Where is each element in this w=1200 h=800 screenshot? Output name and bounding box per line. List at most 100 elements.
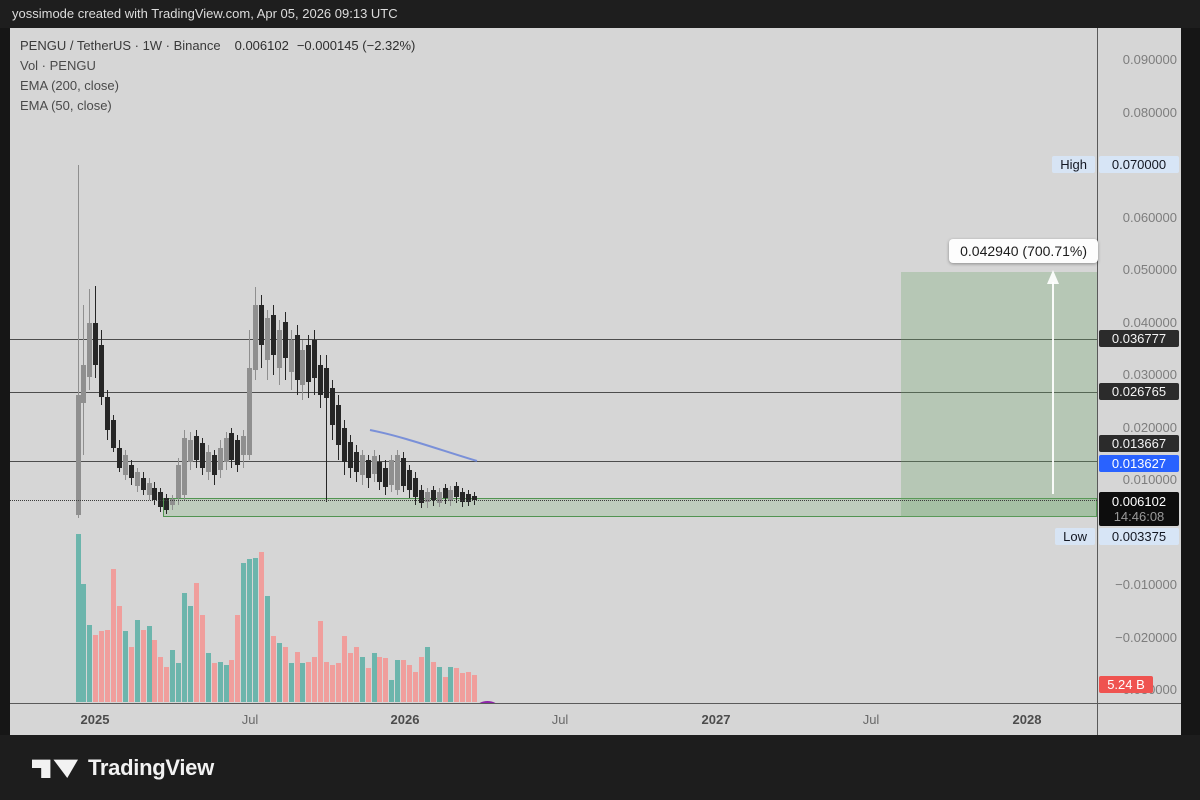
volume-bar <box>436 666 442 702</box>
candle-body <box>152 487 158 500</box>
price-tick-label: 0.010000 <box>1122 472 1177 487</box>
volume-bar <box>205 653 211 702</box>
candle-body <box>442 487 448 498</box>
candle-body <box>164 498 170 510</box>
candle-body <box>407 470 413 490</box>
volume-bar <box>365 668 371 702</box>
volume-indicator-row: Vol · PENGU <box>20 58 96 73</box>
price-tick-label: −0.020000 <box>1115 629 1177 645</box>
candle-body <box>182 438 188 495</box>
price-badge-blue: 0.013627 <box>1099 455 1179 472</box>
candle-wick <box>77 165 79 518</box>
candle-body <box>353 452 359 473</box>
candle-body <box>146 482 152 495</box>
volume-bar <box>75 534 81 702</box>
volume-bar <box>383 658 389 702</box>
price-tick-label: −0.010000 <box>1115 577 1177 592</box>
volume-bar <box>448 666 454 702</box>
volume-bar <box>93 634 99 702</box>
volume-bar <box>341 636 347 702</box>
volume-bar <box>371 653 377 702</box>
current-price-badge-value: 0.006102 <box>1111 494 1167 509</box>
candle-body <box>176 464 182 498</box>
volume-bar <box>193 582 199 702</box>
candle-body <box>140 478 146 490</box>
symbol-row: PENGU / TetherUS · 1W · Binance 0.006102−… <box>20 38 415 53</box>
price-tick-label: 0.020000 <box>1122 419 1177 435</box>
volume-bar <box>395 660 401 702</box>
candle-body <box>99 345 105 397</box>
volume-bar <box>217 661 223 702</box>
price-badge-red: 5.24 B <box>1099 676 1153 693</box>
candle-body <box>365 459 371 478</box>
price-tick-label: 0.030000 <box>1122 367 1177 382</box>
chart-pane[interactable]: PENGU / TetherUS · 1W · Binance 0.006102−… <box>10 28 1097 703</box>
price-tick-label: 0.080000 <box>1122 104 1177 120</box>
price-tick-label: 0.050000 <box>1122 262 1177 277</box>
price-tick-label: 0.040000 <box>1122 314 1177 330</box>
candle-body <box>306 345 312 382</box>
volume-bar <box>235 614 241 702</box>
current-price-line <box>10 500 1097 502</box>
candle-body <box>460 492 466 502</box>
candle-body <box>111 419 117 448</box>
volume-bar <box>164 666 170 702</box>
price-axis[interactable]: 0.090000 0.080000 0.070000 0.060000 0.050000… <box>1097 28 1181 703</box>
candle-body <box>116 447 122 468</box>
volume-bar <box>460 673 466 702</box>
volume-bar <box>182 592 188 702</box>
candle-body <box>389 459 395 485</box>
volume-bar <box>347 653 353 702</box>
time-tick-label: Jul <box>862 712 880 727</box>
volume-bar <box>324 661 330 702</box>
volume-bar <box>282 646 288 702</box>
candle-body <box>270 314 276 355</box>
volume-bar <box>430 661 436 702</box>
time-tick-label: 2028 <box>1012 712 1042 727</box>
volume-bar <box>99 631 105 702</box>
last-price: 0.006102 <box>234 38 289 53</box>
volume-bar <box>466 671 472 702</box>
candle-body <box>264 317 270 360</box>
volume-bar <box>146 626 152 702</box>
low-chip: Low <box>1055 528 1095 545</box>
attribution-text: yossimode created with TradingView.com, … <box>12 6 398 21</box>
volume-bar <box>105 629 111 702</box>
candle-body <box>424 492 430 502</box>
volume-bar <box>270 636 276 702</box>
volume-bar <box>330 665 336 702</box>
candle-body <box>81 365 87 403</box>
support-zone-rectangle <box>163 498 1097 517</box>
volume-bar <box>111 569 117 702</box>
volume-bar <box>259 552 265 702</box>
volume-bar <box>223 665 229 702</box>
candle-body <box>335 404 341 445</box>
time-tick-label: 2025 <box>80 712 110 727</box>
attribution-bar: yossimode created with TradingView.com, … <box>0 0 1200 28</box>
volume-bar <box>81 584 87 702</box>
candle-body <box>312 339 318 378</box>
candle-body <box>93 323 99 366</box>
horizontal-level-line <box>10 339 1097 341</box>
volume-bar <box>122 631 128 702</box>
volume-bar <box>158 656 164 702</box>
volume-bar <box>187 606 193 702</box>
candle-body <box>282 321 288 358</box>
candle-body <box>122 455 128 475</box>
candle-body <box>383 467 389 487</box>
candle-body <box>211 455 217 475</box>
volume-bar <box>353 646 359 702</box>
volume-bar <box>424 646 430 702</box>
time-axis[interactable]: 2025 Jul 2026 Jul 2027 Jul 2028 <box>10 703 1181 735</box>
volume-bar <box>318 621 324 702</box>
candle-body <box>134 472 140 486</box>
candle-body <box>105 396 111 430</box>
volume-bar <box>247 559 253 702</box>
candle-body <box>276 330 282 368</box>
candle-body <box>259 305 265 346</box>
candle-body <box>170 499 176 505</box>
candle-body <box>247 368 253 455</box>
volume-bar <box>264 596 270 702</box>
candle-body <box>187 439 193 462</box>
